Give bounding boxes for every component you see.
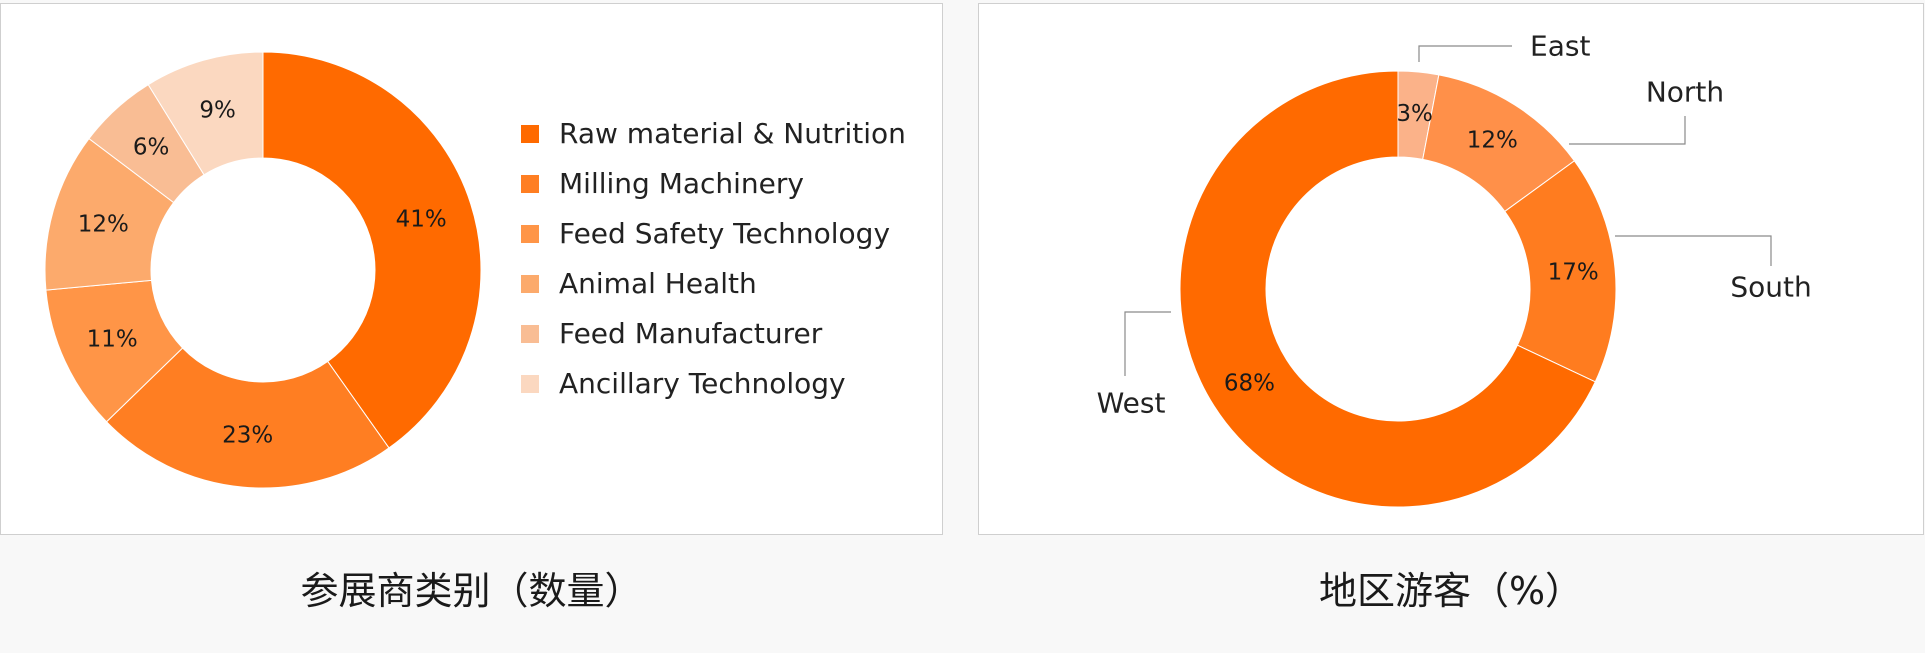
exhibitor-chart-title: 参展商类别（数量） xyxy=(300,569,643,613)
legend-swatch xyxy=(521,375,539,393)
slice-ancillary-technology xyxy=(147,51,264,176)
exhibitor-category-panel: 41% 23% 11% 12% 6% 9% Raw material & Nutritio… xyxy=(0,3,943,535)
legend-swatch xyxy=(521,225,539,243)
slice-value-label-feed-safety-technology: 11% xyxy=(87,326,138,352)
exhibitor-donut-chart: 41% 23% 11% 12% 6% 9% xyxy=(44,51,482,489)
legend-swatch xyxy=(521,275,539,293)
legend-label: Ancillary Technology xyxy=(559,367,846,400)
slice-milling-machinery xyxy=(105,347,390,489)
category-label-west: West xyxy=(1097,387,1166,420)
leader-line-east xyxy=(1418,45,1512,62)
leader-line-south xyxy=(1615,235,1772,266)
category-label-east: East xyxy=(1530,30,1590,63)
slice-value-label-south: 17% xyxy=(1548,259,1599,285)
slice-value-label-raw-material-nutrition: 41% xyxy=(396,207,447,233)
region-donut-chart: 3% 12% 17% 68% East North South West xyxy=(1097,30,1812,508)
category-label-north: North xyxy=(1646,76,1724,109)
category-label-south: South xyxy=(1730,271,1811,304)
slice-value-label-animal-health: 12% xyxy=(78,212,129,238)
visitor-region-panel: 3% 12% 17% 68% East North South West xyxy=(978,3,1924,535)
slice-raw-material-nutrition xyxy=(262,51,482,449)
slice-value-label-milling-machinery: 23% xyxy=(222,422,273,448)
slice-value-label-north: 12% xyxy=(1467,127,1518,153)
legend-swatch xyxy=(521,325,539,343)
leader-line-west xyxy=(1124,311,1171,376)
slice-value-label-east: 3% xyxy=(1396,101,1433,127)
legend-swatch xyxy=(521,175,539,193)
legend-label: Feed Manufacturer xyxy=(559,317,823,350)
legend-label: Raw material & Nutrition xyxy=(559,117,906,150)
leader-line-north xyxy=(1569,116,1686,145)
region-chart-title: 地区游客（%） xyxy=(1318,569,1584,613)
legend-swatch xyxy=(521,125,539,143)
slice-value-label-west: 68% xyxy=(1224,370,1275,396)
legend-label: Milling Machinery xyxy=(559,167,804,200)
slice-value-label-feed-manufacturer: 6% xyxy=(133,134,170,160)
legend-label: Feed Safety Technology xyxy=(559,217,891,250)
slice-value-label-ancillary-technology: 9% xyxy=(199,97,236,123)
legend-label: Animal Health xyxy=(559,267,757,300)
slice-west xyxy=(1179,70,1596,508)
